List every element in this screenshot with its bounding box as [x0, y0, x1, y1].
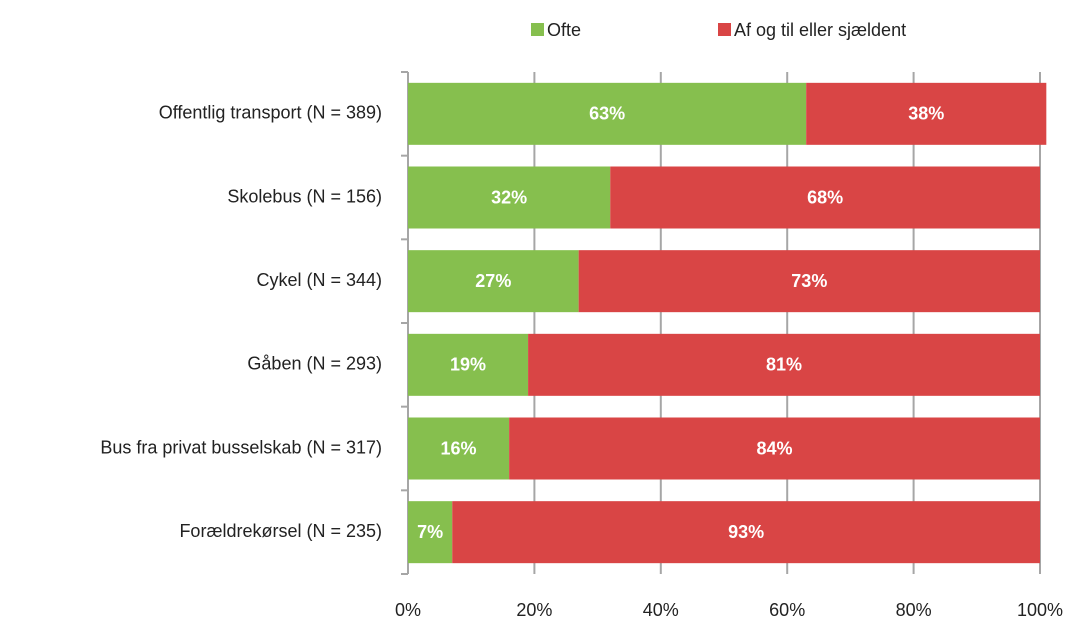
data-label: 68%	[807, 187, 843, 207]
data-label: 73%	[791, 271, 827, 291]
x-tick-label: 100%	[1017, 600, 1063, 620]
data-label: 84%	[757, 438, 793, 458]
bar-segment	[610, 166, 1040, 229]
legend-label: Af og til eller sjældent	[734, 20, 906, 40]
data-label: 81%	[766, 355, 802, 375]
legend-swatch	[718, 23, 731, 36]
data-label: 27%	[475, 271, 511, 291]
bar-segment	[509, 417, 1040, 480]
data-label: 32%	[491, 187, 527, 207]
bar-segment	[408, 82, 807, 145]
legend-swatch	[531, 23, 544, 36]
x-tick-label: 40%	[643, 600, 679, 620]
x-tick-label: 20%	[516, 600, 552, 620]
x-tick-label: 80%	[896, 600, 932, 620]
data-label: 7%	[417, 522, 443, 542]
bar-segment	[408, 166, 611, 229]
bar-segment	[528, 333, 1040, 396]
data-label: 63%	[589, 104, 625, 124]
y-tick-label: Gåben (N = 293)	[247, 354, 382, 374]
legend-label: Ofte	[547, 20, 581, 40]
data-label: 16%	[441, 438, 477, 458]
y-tick-label: Forældrekørsel (N = 235)	[179, 521, 382, 541]
bar-segment	[408, 417, 510, 480]
bar-segment	[408, 250, 579, 313]
bar-segment	[408, 501, 453, 564]
y-tick-label: Bus fra privat busselskab (N = 317)	[100, 437, 382, 457]
data-label: 93%	[728, 522, 764, 542]
data-label: 38%	[908, 104, 944, 124]
bar-segment	[806, 82, 1047, 145]
bar-segment	[452, 501, 1040, 564]
y-tick-label: Skolebus (N = 156)	[227, 186, 382, 206]
bar-segment	[578, 250, 1040, 313]
bar-segment	[408, 333, 529, 396]
x-tick-label: 0%	[395, 600, 421, 620]
y-tick-label: Offentlig transport (N = 389)	[159, 103, 382, 123]
data-label: 19%	[450, 355, 486, 375]
y-tick-label: Cykel (N = 344)	[256, 270, 382, 290]
x-tick-label: 60%	[769, 600, 805, 620]
